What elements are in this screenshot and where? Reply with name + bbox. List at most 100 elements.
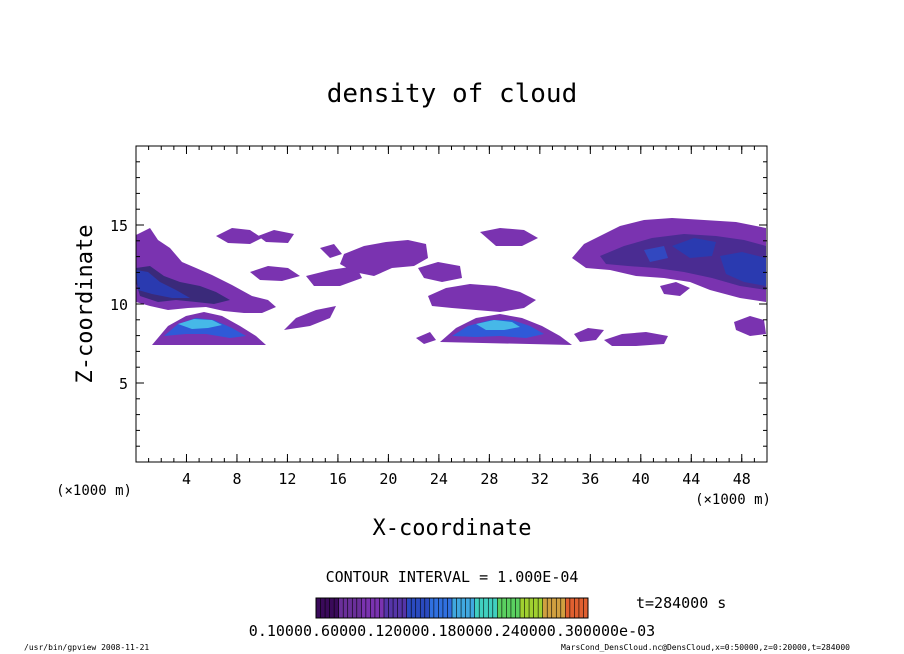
colorbar-segment (551, 598, 557, 618)
x-axis-label: X-coordinate (373, 516, 532, 541)
colorbar-segment (565, 598, 571, 618)
colorbar-segment (415, 598, 421, 618)
x-tick-label: 12 (278, 470, 296, 488)
colorbar-segment (574, 598, 580, 618)
colorbar-segment (370, 598, 376, 618)
x-tick-label: 28 (480, 470, 498, 488)
cloud-left-upper-blue (136, 270, 190, 298)
colorbar-segment (334, 598, 340, 618)
cloud-right-upper-core (600, 234, 766, 290)
colorbar-segment (429, 598, 435, 618)
colorbar-segment (374, 598, 380, 618)
cloud-center-right (418, 262, 462, 282)
colorbar-segment (533, 598, 539, 618)
colorbar-segment (456, 598, 462, 618)
colorbar-segment (329, 598, 335, 618)
colorbar-segment (483, 598, 489, 618)
colorbar-segment (524, 598, 530, 618)
x-tick-label: 32 (531, 470, 549, 488)
cloud-small-8 (604, 332, 668, 346)
colorbar-segment (316, 598, 322, 618)
colorbar-segment (356, 598, 362, 618)
y-axis-unit: (×1000 m) (56, 483, 132, 499)
colorbar-segment (569, 598, 575, 618)
colorbar-segment (538, 598, 544, 618)
colorbar-segment (578, 598, 584, 618)
cloud-small-4 (284, 306, 336, 330)
y-tick-label: 5 (119, 375, 128, 393)
colorbar-segment (388, 598, 394, 618)
cloud-middle-lower-cyan (476, 320, 520, 330)
colorbar-frame (315, 597, 589, 619)
cloud-small-7 (574, 328, 604, 342)
x-tick-label: 48 (733, 470, 751, 488)
x-tick-label: 8 (232, 470, 241, 488)
cloud-small-1 (216, 228, 262, 244)
cloud-small-10 (660, 282, 690, 296)
x-tick-label: 20 (379, 470, 397, 488)
colorbar-segment (529, 598, 535, 618)
colorbar-segment (520, 598, 526, 618)
colorbar-segment (438, 598, 444, 618)
chart-title: density of cloud (327, 79, 577, 109)
footer-right: MarsCond_DensCloud.nc@DensCloud,x=0:5000… (561, 643, 850, 652)
colorbar-segment (447, 598, 453, 618)
colorbar-segment (379, 598, 385, 618)
x-tick-label: 40 (632, 470, 650, 488)
colorbar-segment (470, 598, 476, 618)
y-tick-label: 10 (110, 296, 128, 314)
cloud-right-upper-blue-2 (720, 252, 766, 286)
colorbar-segment (547, 598, 553, 618)
colorbar-segment (393, 598, 399, 618)
cloud-right-upper-blue-3 (644, 246, 668, 262)
x-tick-label: 36 (581, 470, 599, 488)
cloud-field (136, 218, 766, 346)
y-tick-label: 15 (110, 217, 128, 235)
colorbar-segment (583, 598, 589, 618)
cloud-right-upper-blue (672, 238, 716, 258)
colorbar-segment (420, 598, 426, 618)
colorbar-segment (347, 598, 353, 618)
colorbar-segment (343, 598, 349, 618)
colorbar-segment (406, 598, 412, 618)
cloud-small-9 (734, 316, 766, 336)
colorbar-segment (501, 598, 507, 618)
colorbar-segment (465, 598, 471, 618)
cloud-left-lower-cyan (178, 319, 222, 329)
colorbar-segment (424, 598, 430, 618)
colorbar-segment (361, 598, 367, 618)
cloud-small-2 (258, 230, 294, 243)
x-tick-label: 4 (182, 470, 191, 488)
colorbar-segment (515, 598, 521, 618)
footer-left: /usr/bin/gpview 2008-11-21 (24, 643, 149, 652)
colorbar-segment (402, 598, 408, 618)
cloud-small-5 (306, 266, 362, 286)
colorbar-segment (384, 598, 390, 618)
y-axis-label: Z-coordinate (73, 225, 98, 384)
colorbar-segment (479, 598, 485, 618)
contour-interval: CONTOUR INTERVAL = 1.000E-04 (326, 568, 579, 586)
x-axis-unit: (×1000 m) (695, 492, 771, 508)
cloud-center-small (320, 244, 342, 258)
cloud-small-3 (250, 266, 300, 281)
colorbar-segment (411, 598, 417, 618)
colorbar-segment (556, 598, 562, 618)
colorbar-segment (542, 598, 548, 618)
colorbar-segment (474, 598, 480, 618)
colorbar-segment (365, 598, 371, 618)
x-tick-label: 24 (430, 470, 448, 488)
cloud-middle-upper (428, 284, 536, 312)
time-label: t=284000 s (636, 594, 726, 612)
colorbar-segment (433, 598, 439, 618)
colorbar-segment (352, 598, 358, 618)
colorbar-segment (492, 598, 498, 618)
colorbar-labels: 0.10000.60000.120000.180000.240000.30000… (249, 622, 655, 640)
cloud-center (340, 240, 428, 276)
colorbar-segment (461, 598, 467, 618)
colorbar-segment (506, 598, 512, 618)
colorbar-segment (510, 598, 516, 618)
colorbar-segment (488, 598, 494, 618)
